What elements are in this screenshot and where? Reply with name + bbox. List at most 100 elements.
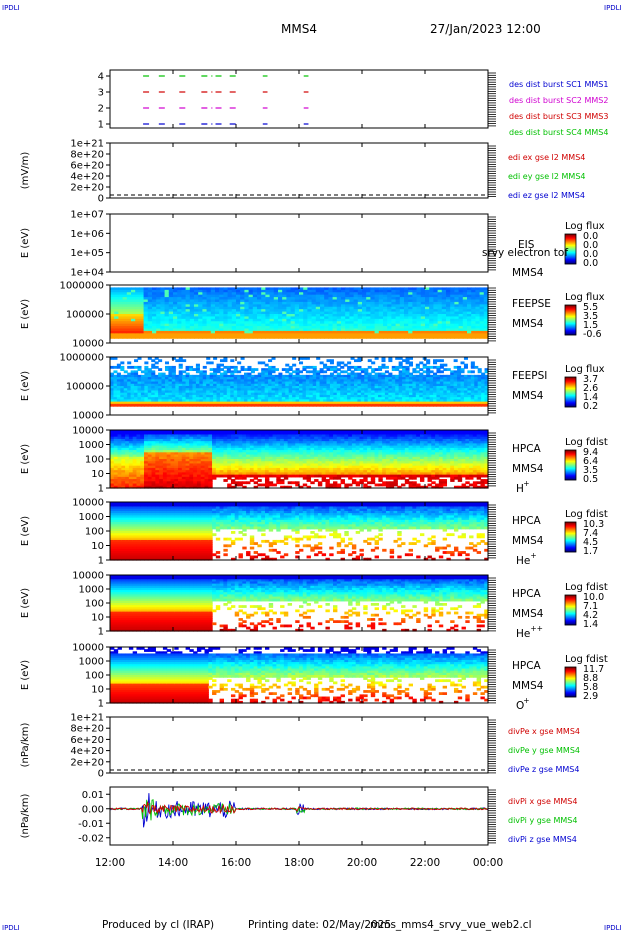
spectrogram-cell	[135, 304, 140, 308]
spectrogram-cell	[155, 467, 160, 471]
spectrogram-cell	[151, 465, 156, 469]
spectrogram-cell	[244, 333, 250, 337]
spectrogram-cell	[250, 388, 255, 392]
spectrogram-cell	[395, 304, 401, 308]
spectrogram-cell	[336, 309, 342, 313]
spectrogram-cell	[178, 441, 183, 444]
spectrogram-cell	[332, 335, 338, 339]
spectrogram-cell	[223, 388, 228, 392]
spectrogram-cell	[156, 333, 161, 337]
spectrogram-cell	[261, 397, 266, 400]
y-tick-label: 10000	[72, 339, 104, 350]
spectrogram-cell	[219, 454, 224, 458]
spectrogram-cell	[160, 287, 166, 291]
spectrogram-cell	[292, 386, 297, 389]
spectrogram-cell	[198, 330, 203, 334]
spectrogram-cell	[408, 326, 413, 330]
spectrogram-cell	[282, 301, 287, 305]
spectrogram-cell	[307, 299, 313, 303]
spectrogram-cell	[436, 401, 441, 405]
spectrogram-cell	[254, 399, 259, 403]
spectrogram-cell	[110, 470, 115, 473]
spectrogram-cell	[437, 297, 443, 301]
spectrogram-cell	[454, 304, 460, 308]
spectrogram-cell	[132, 463, 138, 467]
spectrogram-cell	[477, 368, 482, 371]
spectrogram-cell	[388, 379, 393, 383]
spectrogram-cell	[177, 323, 182, 327]
spectrogram-cell	[240, 294, 245, 298]
spectrogram-cell	[219, 472, 224, 476]
spectrogram-cell	[200, 463, 206, 467]
spectrogram-cell	[223, 465, 228, 469]
spectrogram-cell	[383, 316, 388, 320]
spectrogram-cell	[195, 386, 200, 389]
spectrogram-cell	[261, 392, 266, 396]
spectrogram-cell	[164, 386, 170, 389]
spectrogram-cell	[416, 318, 422, 322]
spectrogram-cell	[185, 441, 190, 444]
spectrogram-cell	[144, 452, 149, 456]
spectrogram-cell	[307, 304, 313, 308]
spectrogram-cell	[240, 316, 245, 320]
spectrogram-cell	[168, 383, 173, 387]
spectrogram-cell	[131, 297, 136, 301]
spectrogram-cell	[261, 301, 266, 305]
spectrogram-cell	[426, 361, 431, 365]
colorbar-cell	[565, 324, 576, 326]
spectrogram-cell	[323, 377, 328, 380]
spectrogram-cell	[366, 306, 371, 310]
spectrogram-cell	[117, 479, 122, 482]
spectrogram-cell	[177, 297, 182, 301]
spectrogram-cell	[282, 306, 287, 310]
spectrogram-cell	[420, 321, 426, 325]
spectrogram-cell	[121, 430, 126, 433]
spectrogram-cell	[159, 470, 164, 473]
spectrogram-cell	[174, 443, 179, 447]
spectrogram-cell	[159, 476, 164, 480]
spectrogram-cell	[419, 399, 424, 403]
spectrogram-cell	[420, 311, 426, 315]
spectrogram-cell	[151, 386, 156, 389]
spectrogram-cell	[391, 289, 397, 293]
spectrogram-cell	[135, 326, 140, 330]
spectrogram-cell	[336, 318, 342, 322]
spectrogram-cell	[219, 311, 224, 315]
spectrogram-cell	[185, 383, 190, 387]
spectrogram-cell	[199, 397, 204, 400]
spectrogram-cell	[137, 392, 142, 396]
spectrogram-cell	[345, 309, 350, 313]
spectrogram-cell	[250, 397, 255, 400]
spectrogram-cell	[357, 390, 362, 394]
spectrogram-cell	[261, 335, 266, 339]
spectrogram-cell	[437, 316, 443, 320]
spectrogram-cell	[402, 388, 407, 392]
spectrogram-cell	[419, 374, 424, 378]
spectrogram-cell	[422, 390, 427, 394]
spectrogram-cell	[113, 397, 118, 400]
spectrogram-cell	[195, 363, 200, 367]
spectrogram-cell	[467, 326, 472, 330]
spectrogram-cell	[299, 381, 304, 385]
spectrogram-cell	[398, 399, 403, 403]
spectrogram-cell	[139, 297, 145, 301]
spectrogram-cell	[113, 436, 119, 440]
spectrogram-cell	[399, 318, 405, 322]
spectrogram-cell	[462, 335, 468, 339]
spectrogram-cell	[164, 333, 170, 337]
spectrogram-cell	[143, 323, 149, 327]
spectrogram-cell	[152, 326, 157, 330]
spectrogram-cell	[147, 333, 153, 337]
spectrogram-cell	[278, 388, 283, 392]
spectrogram-cell	[227, 465, 232, 469]
colorbar-cell	[565, 257, 576, 259]
spectrogram-cell	[281, 392, 286, 396]
spectrogram-cell	[226, 390, 231, 394]
spectrogram-cell	[195, 365, 200, 369]
spectrogram-cell	[422, 370, 427, 374]
spectrogram-cell	[128, 456, 134, 460]
spectrogram-cell	[144, 392, 149, 396]
spectrogram-cell	[302, 374, 307, 378]
spectrogram-cell	[116, 381, 121, 385]
spectrogram-cell	[463, 365, 468, 369]
